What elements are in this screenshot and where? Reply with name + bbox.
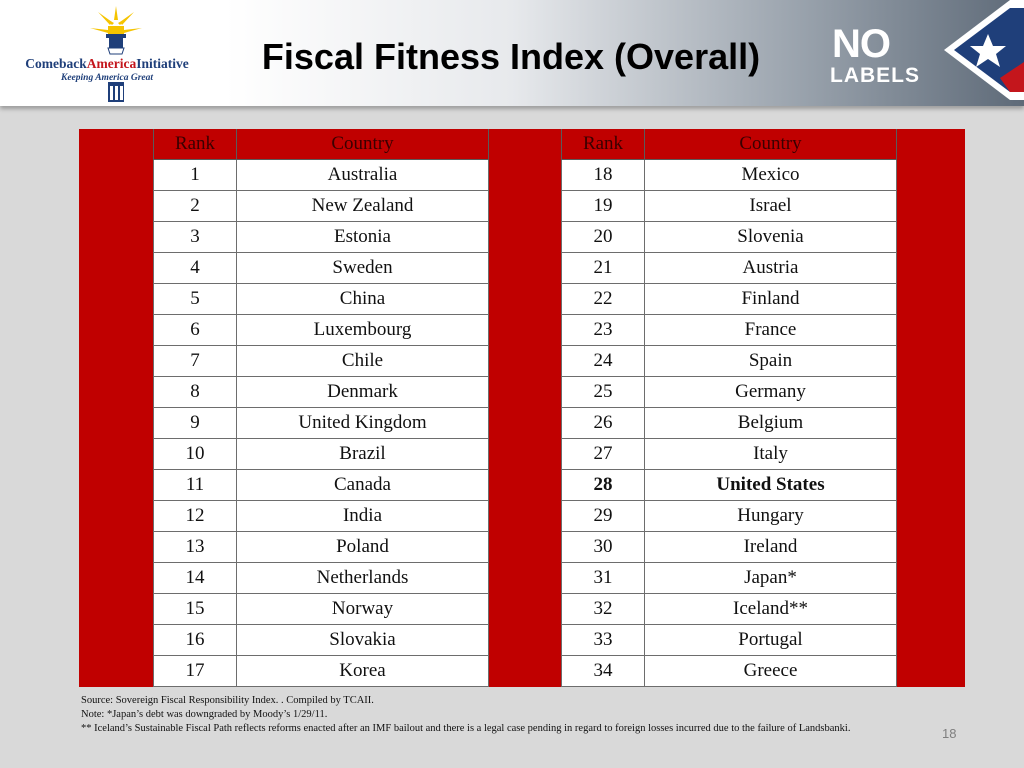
country-cell: Norway — [237, 594, 489, 625]
rank-cell: 23 — [561, 315, 645, 346]
rank-cell: 4 — [153, 253, 237, 284]
rank-cell: 22 — [561, 284, 645, 315]
country-cell: United Kingdom — [237, 408, 489, 439]
logo-name-part2: America — [86, 56, 137, 71]
rank-cell: 31 — [561, 563, 645, 594]
footnotes: Source: Sovereign Fiscal Responsibility … — [81, 694, 931, 736]
rank-cell: 29 — [561, 501, 645, 532]
rank-cell: 18 — [561, 160, 645, 191]
rank-header: Rank — [153, 129, 237, 160]
rank-cell: 19 — [561, 191, 645, 222]
rank-cell: 14 — [153, 563, 237, 594]
country-cell: Denmark — [237, 377, 489, 408]
rank-cell: 5 — [153, 284, 237, 315]
country-cell: Portugal — [645, 625, 897, 656]
country-cell: Chile — [237, 346, 489, 377]
rank-cell: 34 — [561, 656, 645, 687]
country-cell: China — [237, 284, 489, 315]
comeback-america-logo: ComebackAmericaInitiative Keeping Americ… — [14, 4, 200, 102]
rank-cell: 25 — [561, 377, 645, 408]
no-labels-logo: NO LABELS — [822, 0, 1024, 106]
source-note: Source: Sovereign Fiscal Responsibility … — [81, 695, 374, 706]
no-labels-line2: LABELS — [830, 64, 920, 87]
rank-cell: 26 — [561, 408, 645, 439]
country-cell: Hungary — [645, 501, 897, 532]
iceland-note: ** Iceland’s Sustainable Fiscal Path ref… — [81, 723, 851, 734]
rank-cell: 17 — [153, 656, 237, 687]
country-cell: Israel — [645, 191, 897, 222]
country-cell: Belgium — [645, 408, 897, 439]
rank-cell: 10 — [153, 439, 237, 470]
country-cell: Netherlands — [237, 563, 489, 594]
country-cell: Mexico — [645, 160, 897, 191]
rank-cell: 12 — [153, 501, 237, 532]
country-cell: Poland — [237, 532, 489, 563]
rank-cell: 1 — [153, 160, 237, 191]
logo-name-part3: Initiative — [136, 56, 189, 71]
country-cell: Sweden — [237, 253, 489, 284]
rank-cell: 13 — [153, 532, 237, 563]
logo-tagline: Keeping America Great — [61, 73, 153, 83]
country-cell: Slovakia — [237, 625, 489, 656]
country-header: Country — [237, 129, 489, 160]
rank-cell: 27 — [561, 439, 645, 470]
country-cell: Slovenia — [645, 222, 897, 253]
country-cell: United States — [645, 470, 897, 501]
country-cell: Australia — [237, 160, 489, 191]
country-cell: France — [645, 315, 897, 346]
fiscal-fitness-table: Rank Country 1 Australia 2 New Zealand 3 Estoni… — [79, 129, 965, 687]
star-flag-icon — [944, 0, 1024, 100]
rank-header: Rank — [561, 129, 645, 160]
rank-cell: 7 — [153, 346, 237, 377]
no-labels-line1: NO — [832, 22, 891, 66]
slide-header: ComebackAmericaInitiative Keeping Americ… — [0, 0, 1024, 106]
slide-title: Fiscal Fitness Index (Overall) — [261, 36, 761, 77]
rank-cell: 20 — [561, 222, 645, 253]
rank-cell: 21 — [561, 253, 645, 284]
page-number: 18 — [942, 726, 957, 741]
japan-note: Note: *Japan’s debt was downgraded by Mo… — [81, 709, 328, 720]
country-cell: Estonia — [237, 222, 489, 253]
country-cell: New Zealand — [237, 191, 489, 222]
country-cell: Greece — [645, 656, 897, 687]
country-cell: Italy — [645, 439, 897, 470]
lighthouse-icon — [90, 6, 142, 102]
country-cell: Germany — [645, 377, 897, 408]
rank-cell: 9 — [153, 408, 237, 439]
rank-cell: 6 — [153, 315, 237, 346]
country-header: Country — [645, 129, 897, 160]
rank-cell: 15 — [153, 594, 237, 625]
country-cell: Brazil — [237, 439, 489, 470]
rank-table-left: Rank Country 1 Australia 2 New Zealand 3 Estoni… — [153, 129, 489, 687]
rank-cell: 30 — [561, 532, 645, 563]
country-cell: India — [237, 501, 489, 532]
rank-cell: 2 — [153, 191, 237, 222]
rank-cell: 28 — [561, 470, 645, 501]
country-cell: Finland — [645, 284, 897, 315]
country-cell: Austria — [645, 253, 897, 284]
rank-cell: 24 — [561, 346, 645, 377]
rank-cell: 3 — [153, 222, 237, 253]
country-cell: Iceland** — [645, 594, 897, 625]
rank-cell: 16 — [153, 625, 237, 656]
country-cell: Japan* — [645, 563, 897, 594]
rank-cell: 33 — [561, 625, 645, 656]
country-cell: Luxembourg — [237, 315, 489, 346]
logo-name: ComebackAmericaInitiative — [14, 56, 200, 72]
country-cell: Korea — [237, 656, 489, 687]
country-cell: Canada — [237, 470, 489, 501]
logo-name-part1: Comeback — [25, 56, 87, 71]
country-cell: Ireland — [645, 532, 897, 563]
rank-cell: 8 — [153, 377, 237, 408]
rank-cell: 11 — [153, 470, 237, 501]
rank-table-right: Rank Country 18 Mexico 19 Israel 20 Slovenia 21 A… — [561, 129, 897, 687]
rank-cell: 32 — [561, 594, 645, 625]
country-cell: Spain — [645, 346, 897, 377]
